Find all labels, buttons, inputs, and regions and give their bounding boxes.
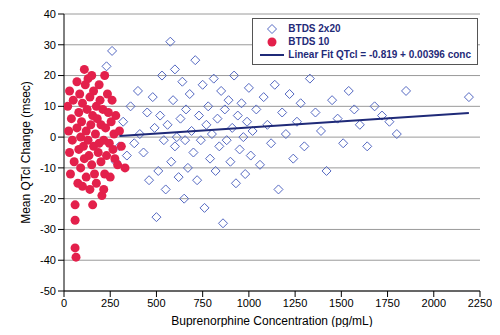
svg-text:1750: 1750 (375, 297, 399, 309)
svg-text:-10: -10 (40, 162, 56, 174)
svg-text:-50: -50 (40, 285, 56, 297)
svg-text:30: 30 (44, 39, 56, 51)
svg-text:2000: 2000 (422, 297, 446, 309)
svg-text:0: 0 (50, 131, 56, 143)
svg-text:-40: -40 (40, 254, 56, 266)
svg-text:500: 500 (147, 297, 165, 309)
svg-text:Buprenorphine Concentration (p: Buprenorphine Concentration (pg/mL) (171, 314, 372, 327)
svg-text:10: 10 (44, 100, 56, 112)
svg-text:1000: 1000 (237, 297, 261, 309)
svg-text:Mean QTcl Change (msec): Mean QTcl Change (msec) (19, 81, 33, 224)
svg-text:2250: 2250 (468, 297, 492, 309)
svg-text:250: 250 (101, 297, 119, 309)
svg-text:40: 40 (44, 8, 56, 20)
svg-text:0: 0 (61, 297, 67, 309)
svg-text:-30: -30 (40, 223, 56, 235)
svg-text:750: 750 (193, 297, 211, 309)
svg-text:1500: 1500 (329, 297, 353, 309)
html-text:BTDS 2x20: BTDS 2x20 (288, 23, 341, 34)
svg-text:20: 20 (44, 69, 56, 81)
html-text:Linear Fit QTcl = -0.819 + 0.0: Linear Fit QTcl = -0.819 + 0.00396 conc (288, 49, 471, 60)
svg-text:1250: 1250 (283, 297, 307, 309)
svg-text:-20: -20 (40, 193, 56, 205)
html-text:BTDS 10: BTDS 10 (288, 36, 330, 47)
